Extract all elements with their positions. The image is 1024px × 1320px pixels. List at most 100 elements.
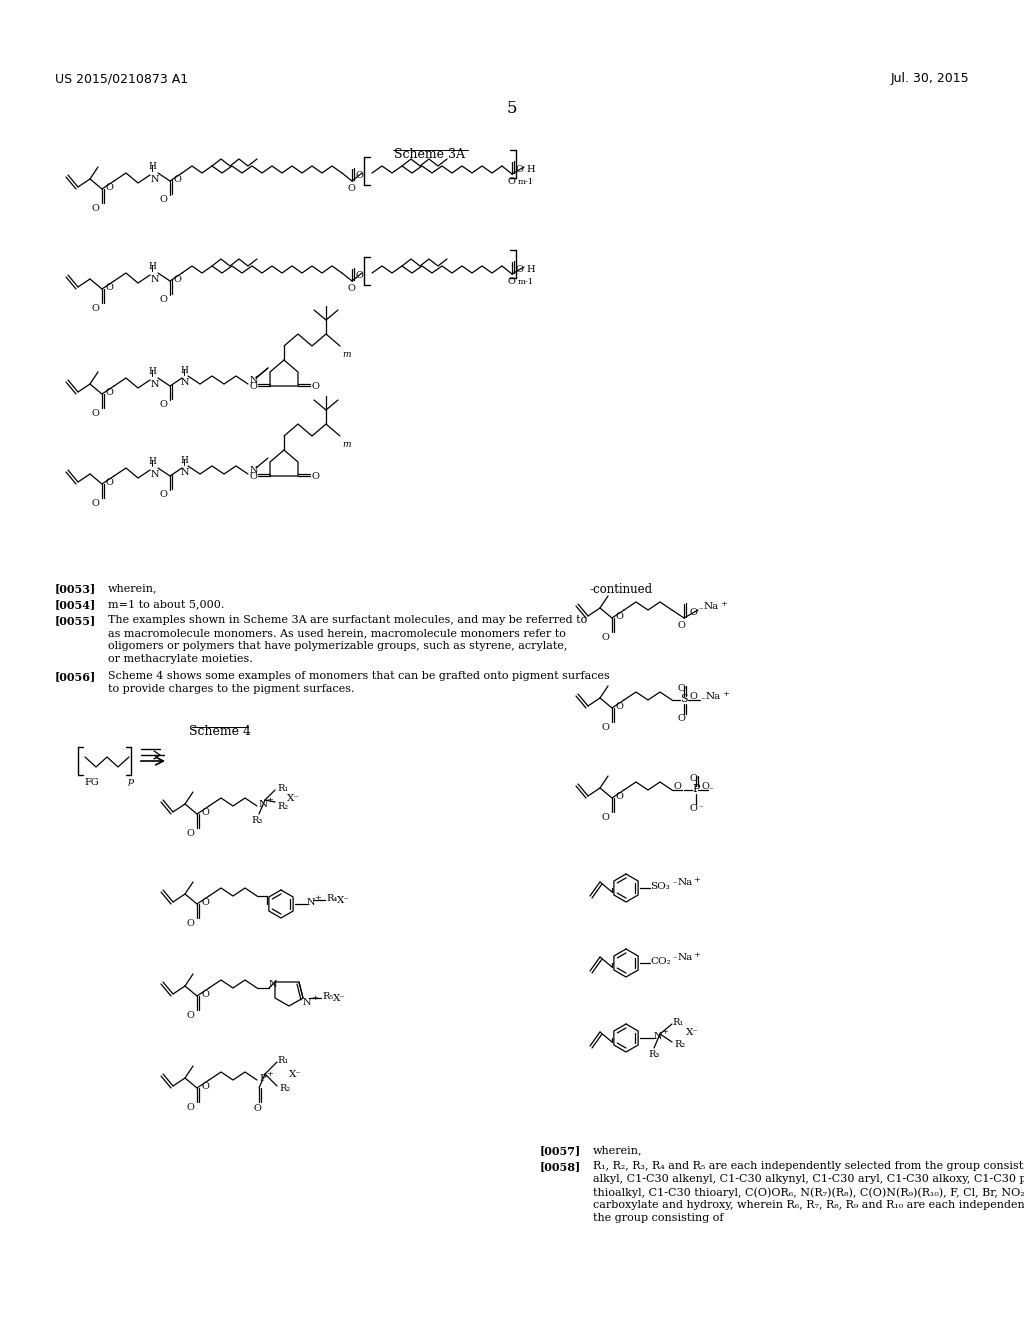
Text: O: O xyxy=(201,1082,209,1092)
Text: O: O xyxy=(186,1011,194,1020)
Text: m=1 to about 5,000.: m=1 to about 5,000. xyxy=(108,599,224,609)
Text: ⁻: ⁻ xyxy=(700,696,705,705)
Text: H: H xyxy=(148,162,156,172)
Text: H: H xyxy=(148,261,156,271)
Text: O: O xyxy=(690,692,698,701)
Text: Scheme 4: Scheme 4 xyxy=(189,725,251,738)
Text: -continued: -continued xyxy=(590,583,653,597)
Text: N: N xyxy=(259,800,268,809)
Text: O: O xyxy=(186,919,194,928)
Text: O: O xyxy=(106,478,114,487)
Text: O: O xyxy=(106,183,114,191)
Text: N: N xyxy=(303,998,311,1007)
Text: +: + xyxy=(693,950,699,960)
Text: O: O xyxy=(174,275,182,284)
Text: O: O xyxy=(106,282,114,292)
Text: X⁻: X⁻ xyxy=(337,896,350,906)
Text: O: O xyxy=(690,609,698,616)
Text: O: O xyxy=(507,177,515,186)
Text: O: O xyxy=(355,172,362,180)
Text: or methacrylate moieties.: or methacrylate moieties. xyxy=(108,653,253,664)
Text: O: O xyxy=(347,284,355,293)
Text: O: O xyxy=(159,490,167,499)
Text: wherein,: wherein, xyxy=(108,583,158,593)
Text: [0057]: [0057] xyxy=(540,1144,582,1156)
Text: O: O xyxy=(515,165,523,174)
Text: +: + xyxy=(266,1071,272,1078)
Text: O: O xyxy=(678,714,686,723)
Text: the group consisting of: the group consisting of xyxy=(593,1213,724,1224)
Text: O: O xyxy=(91,205,99,213)
Text: N: N xyxy=(181,378,189,387)
Text: +: + xyxy=(693,876,699,884)
Text: O: O xyxy=(201,808,209,817)
Text: +: + xyxy=(720,601,727,609)
Text: thioalkyl, C1-C30 thioaryl, C(O)OR₆, N(R₇)(R₈), C(O)N(R₉)(R₁₀), F, Cl, Br, NO₂, : thioalkyl, C1-C30 thioaryl, C(O)OR₆, N(R… xyxy=(593,1187,1024,1197)
Text: O: O xyxy=(159,400,167,409)
Text: N: N xyxy=(269,979,278,989)
Text: The examples shown in Scheme 3A are surfactant molecules, and may be referred to: The examples shown in Scheme 3A are surf… xyxy=(108,615,587,624)
Text: FG: FG xyxy=(84,777,98,787)
Text: m-1: m-1 xyxy=(518,279,535,286)
Text: Scheme 3A: Scheme 3A xyxy=(394,148,466,161)
Text: H: H xyxy=(526,265,535,275)
Text: H: H xyxy=(148,367,156,376)
Text: m: m xyxy=(342,350,350,359)
Text: O: O xyxy=(347,183,355,193)
Text: O: O xyxy=(91,304,99,313)
Text: ⁻: ⁻ xyxy=(672,880,677,888)
Text: O: O xyxy=(159,294,167,304)
Text: X⁻: X⁻ xyxy=(287,795,300,803)
Text: H: H xyxy=(526,165,535,174)
Text: [0058]: [0058] xyxy=(540,1162,582,1172)
Text: R₂: R₂ xyxy=(278,803,288,810)
Text: O: O xyxy=(616,792,624,801)
Text: X⁻: X⁻ xyxy=(289,1071,302,1078)
Text: H: H xyxy=(180,455,188,465)
Text: US 2015/0210873 A1: US 2015/0210873 A1 xyxy=(55,73,188,84)
Text: 5: 5 xyxy=(507,100,517,117)
Text: H: H xyxy=(148,457,156,466)
Text: R₄: R₄ xyxy=(326,894,337,903)
Text: N: N xyxy=(250,466,258,475)
Text: +: + xyxy=(266,796,272,804)
Text: X⁻: X⁻ xyxy=(333,994,346,1003)
Text: X⁻: X⁻ xyxy=(686,1028,698,1038)
Text: alkyl, C1-C30 alkenyl, C1-C30 alkynyl, C1-C30 aryl, C1-C30 alkoxy, C1-C30 phenox: alkyl, C1-C30 alkenyl, C1-C30 alkynyl, C… xyxy=(593,1173,1024,1184)
Text: R₁: R₁ xyxy=(672,1018,683,1027)
Text: S: S xyxy=(680,694,688,704)
Text: R₁: R₁ xyxy=(278,1056,288,1065)
Text: O: O xyxy=(515,265,523,275)
Text: Na: Na xyxy=(678,878,693,887)
Text: O: O xyxy=(186,1104,194,1111)
Text: O: O xyxy=(690,804,698,813)
Text: O: O xyxy=(674,781,682,791)
Text: [0054]: [0054] xyxy=(55,599,96,610)
Text: N: N xyxy=(151,275,160,284)
Text: SO₃: SO₃ xyxy=(650,882,670,891)
Text: N: N xyxy=(654,1032,663,1041)
Text: Na: Na xyxy=(705,602,719,611)
Text: R₂: R₂ xyxy=(279,1084,290,1093)
Text: ⁻: ⁻ xyxy=(698,606,702,615)
Text: O: O xyxy=(616,612,624,620)
Text: wherein,: wherein, xyxy=(593,1144,642,1155)
Text: carboxylate and hydroxy, wherein R₆, R₇, R₈, R₉ and R₁₀ are each independently s: carboxylate and hydroxy, wherein R₆, R₇,… xyxy=(593,1200,1024,1210)
Text: ⁻: ⁻ xyxy=(672,954,677,964)
Text: O: O xyxy=(601,813,609,822)
Text: O: O xyxy=(91,499,99,508)
Text: +: + xyxy=(314,894,321,902)
Text: +: + xyxy=(662,1028,668,1036)
Text: O: O xyxy=(106,388,114,397)
Text: to provide charges to the pigment surfaces.: to provide charges to the pigment surfac… xyxy=(108,684,354,694)
Text: Jul. 30, 2015: Jul. 30, 2015 xyxy=(891,73,969,84)
Text: O: O xyxy=(312,381,319,391)
Text: O: O xyxy=(702,781,710,791)
Text: O: O xyxy=(601,723,609,733)
Text: p: p xyxy=(128,777,134,785)
Text: P: P xyxy=(259,1074,266,1082)
Text: N: N xyxy=(250,376,258,385)
Text: Na: Na xyxy=(678,953,693,962)
Text: H: H xyxy=(180,366,188,375)
Text: O: O xyxy=(174,176,182,183)
